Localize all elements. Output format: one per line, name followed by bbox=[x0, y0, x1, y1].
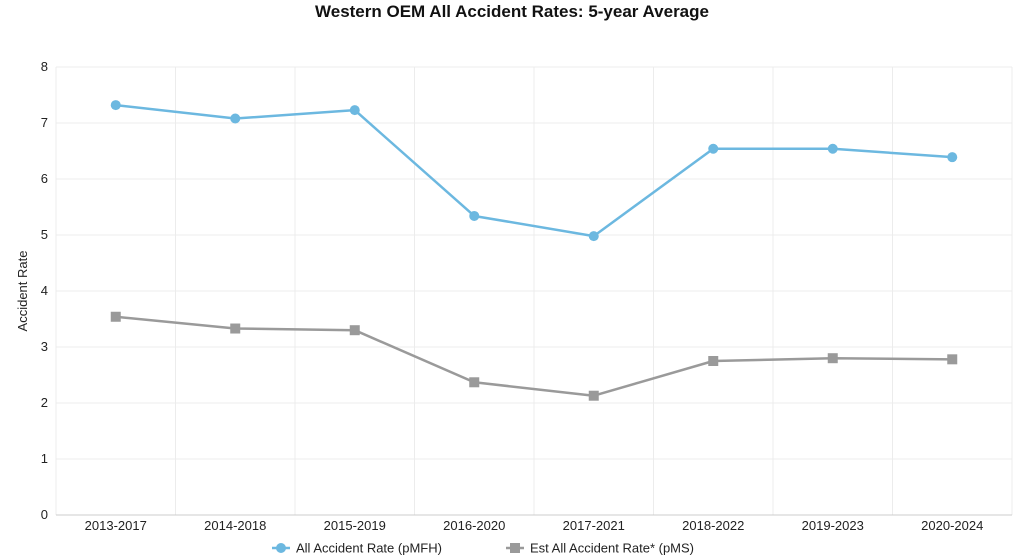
y-tick-label: 3 bbox=[41, 339, 48, 354]
y-tick-label: 7 bbox=[41, 115, 48, 130]
x-tick-label: 2019-2023 bbox=[802, 518, 864, 533]
data-point-series-1[interactable] bbox=[469, 210, 480, 221]
data-point-series-1[interactable] bbox=[230, 113, 241, 124]
x-tick-label: 2018-2022 bbox=[682, 518, 744, 533]
x-tick-label: 2020-2024 bbox=[921, 518, 983, 533]
data-point-series-2[interactable] bbox=[469, 377, 480, 388]
y-tick-label: 4 bbox=[41, 283, 48, 298]
data-point-series-1[interactable] bbox=[947, 152, 958, 163]
data-point-series-1[interactable] bbox=[349, 105, 360, 116]
series-line-2 bbox=[115, 315, 953, 397]
data-point-series-1[interactable] bbox=[588, 231, 599, 242]
legend-label[interactable]: All Accident Rate (pMFH) bbox=[296, 541, 442, 556]
y-tick-label: 8 bbox=[41, 59, 48, 74]
data-point-series-1[interactable] bbox=[827, 143, 838, 154]
y-tick-label: 2 bbox=[41, 395, 48, 410]
x-tick-label: 2014-2018 bbox=[204, 518, 266, 533]
y-tick-label: 6 bbox=[41, 171, 48, 186]
data-point-series-2[interactable] bbox=[349, 325, 360, 336]
data-point-series-2[interactable] bbox=[110, 311, 121, 322]
y-tick-label: 1 bbox=[41, 451, 48, 466]
data-point-series-2[interactable] bbox=[230, 323, 241, 334]
legend-marker-square[interactable] bbox=[510, 543, 520, 553]
legend-marker-circle[interactable] bbox=[276, 543, 286, 553]
chart-title: Western OEM All Accident Rates: 5-year A… bbox=[315, 2, 709, 21]
data-point-series-2[interactable] bbox=[947, 354, 958, 365]
legend-label[interactable]: Est All Accident Rate* (pMS) bbox=[530, 541, 694, 556]
data-point-series-1[interactable] bbox=[708, 143, 719, 154]
x-tick-label: 2015-2019 bbox=[324, 518, 386, 533]
y-axis-label: Accident Rate bbox=[15, 251, 30, 332]
y-tick-label: 0 bbox=[41, 507, 48, 522]
x-tick-label: 2016-2020 bbox=[443, 518, 505, 533]
data-point-series-2[interactable] bbox=[827, 353, 838, 364]
data-point-series-2[interactable] bbox=[708, 356, 719, 366]
data-point-series-1[interactable] bbox=[110, 100, 121, 111]
data-point-series-2[interactable] bbox=[588, 390, 599, 401]
series-line-1 bbox=[115, 103, 953, 238]
x-tick-label: 2013-2017 bbox=[85, 518, 147, 533]
x-tick-label: 2017-2021 bbox=[563, 518, 625, 533]
y-tick-label: 5 bbox=[41, 227, 48, 242]
